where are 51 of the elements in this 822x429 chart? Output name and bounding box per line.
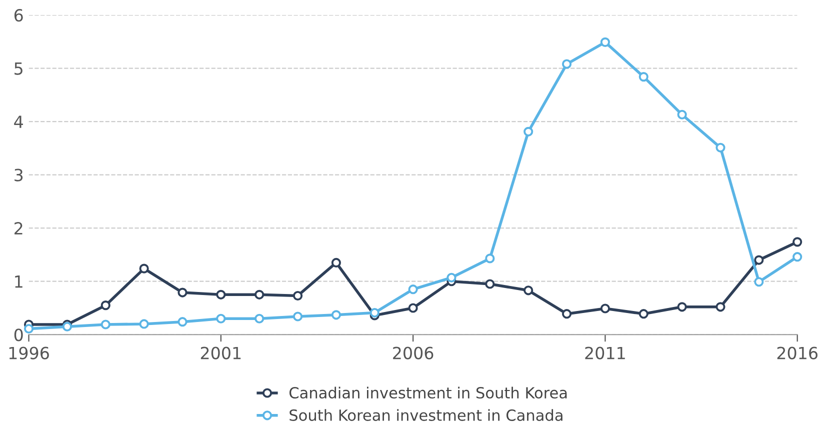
point [100,300,110,310]
point [754,277,764,287]
point [370,308,380,318]
point [331,310,341,320]
point [600,37,610,47]
y-tick-label: 2 [14,222,22,234]
point [677,110,687,120]
point [524,126,534,136]
y-tick-label: 5 [14,62,22,75]
point [754,255,764,265]
point [408,284,418,294]
y-tick-label: 0 [14,328,23,342]
point [24,324,34,334]
x-tick-label: 2011 [585,346,625,360]
point [485,279,495,289]
point [716,302,726,312]
point [100,320,110,330]
x-tick-label: 2016 [777,346,818,360]
point [216,290,226,300]
x-tick-label: 2006 [393,346,434,360]
point [562,59,572,69]
point [216,314,226,324]
point [792,252,802,262]
point [792,237,802,247]
point [178,317,188,327]
point [677,302,687,312]
point [638,72,648,82]
point [139,319,149,329]
point [178,288,188,298]
x-tick-label: 2001 [200,346,241,360]
point [292,312,303,322]
point [292,290,303,301]
point [562,309,572,319]
point [254,314,264,324]
point [485,254,495,264]
point [446,272,456,282]
point [331,258,341,268]
legend-label: Canadian investment in South Korea [289,386,567,399]
point [139,264,149,274]
y-tick-label: 3 [14,168,23,182]
x-tick-label: 1996 [9,346,49,360]
y-tick-label: 4 [14,116,23,128]
y-tick-label: 6 [14,8,23,22]
point [716,142,726,152]
point [600,304,610,314]
point [408,303,418,313]
point [254,290,264,300]
legend-label: South Korean investment in Canada [290,409,562,421]
y-tick-label: 1 [15,276,22,288]
point [638,309,648,319]
point [524,286,534,296]
